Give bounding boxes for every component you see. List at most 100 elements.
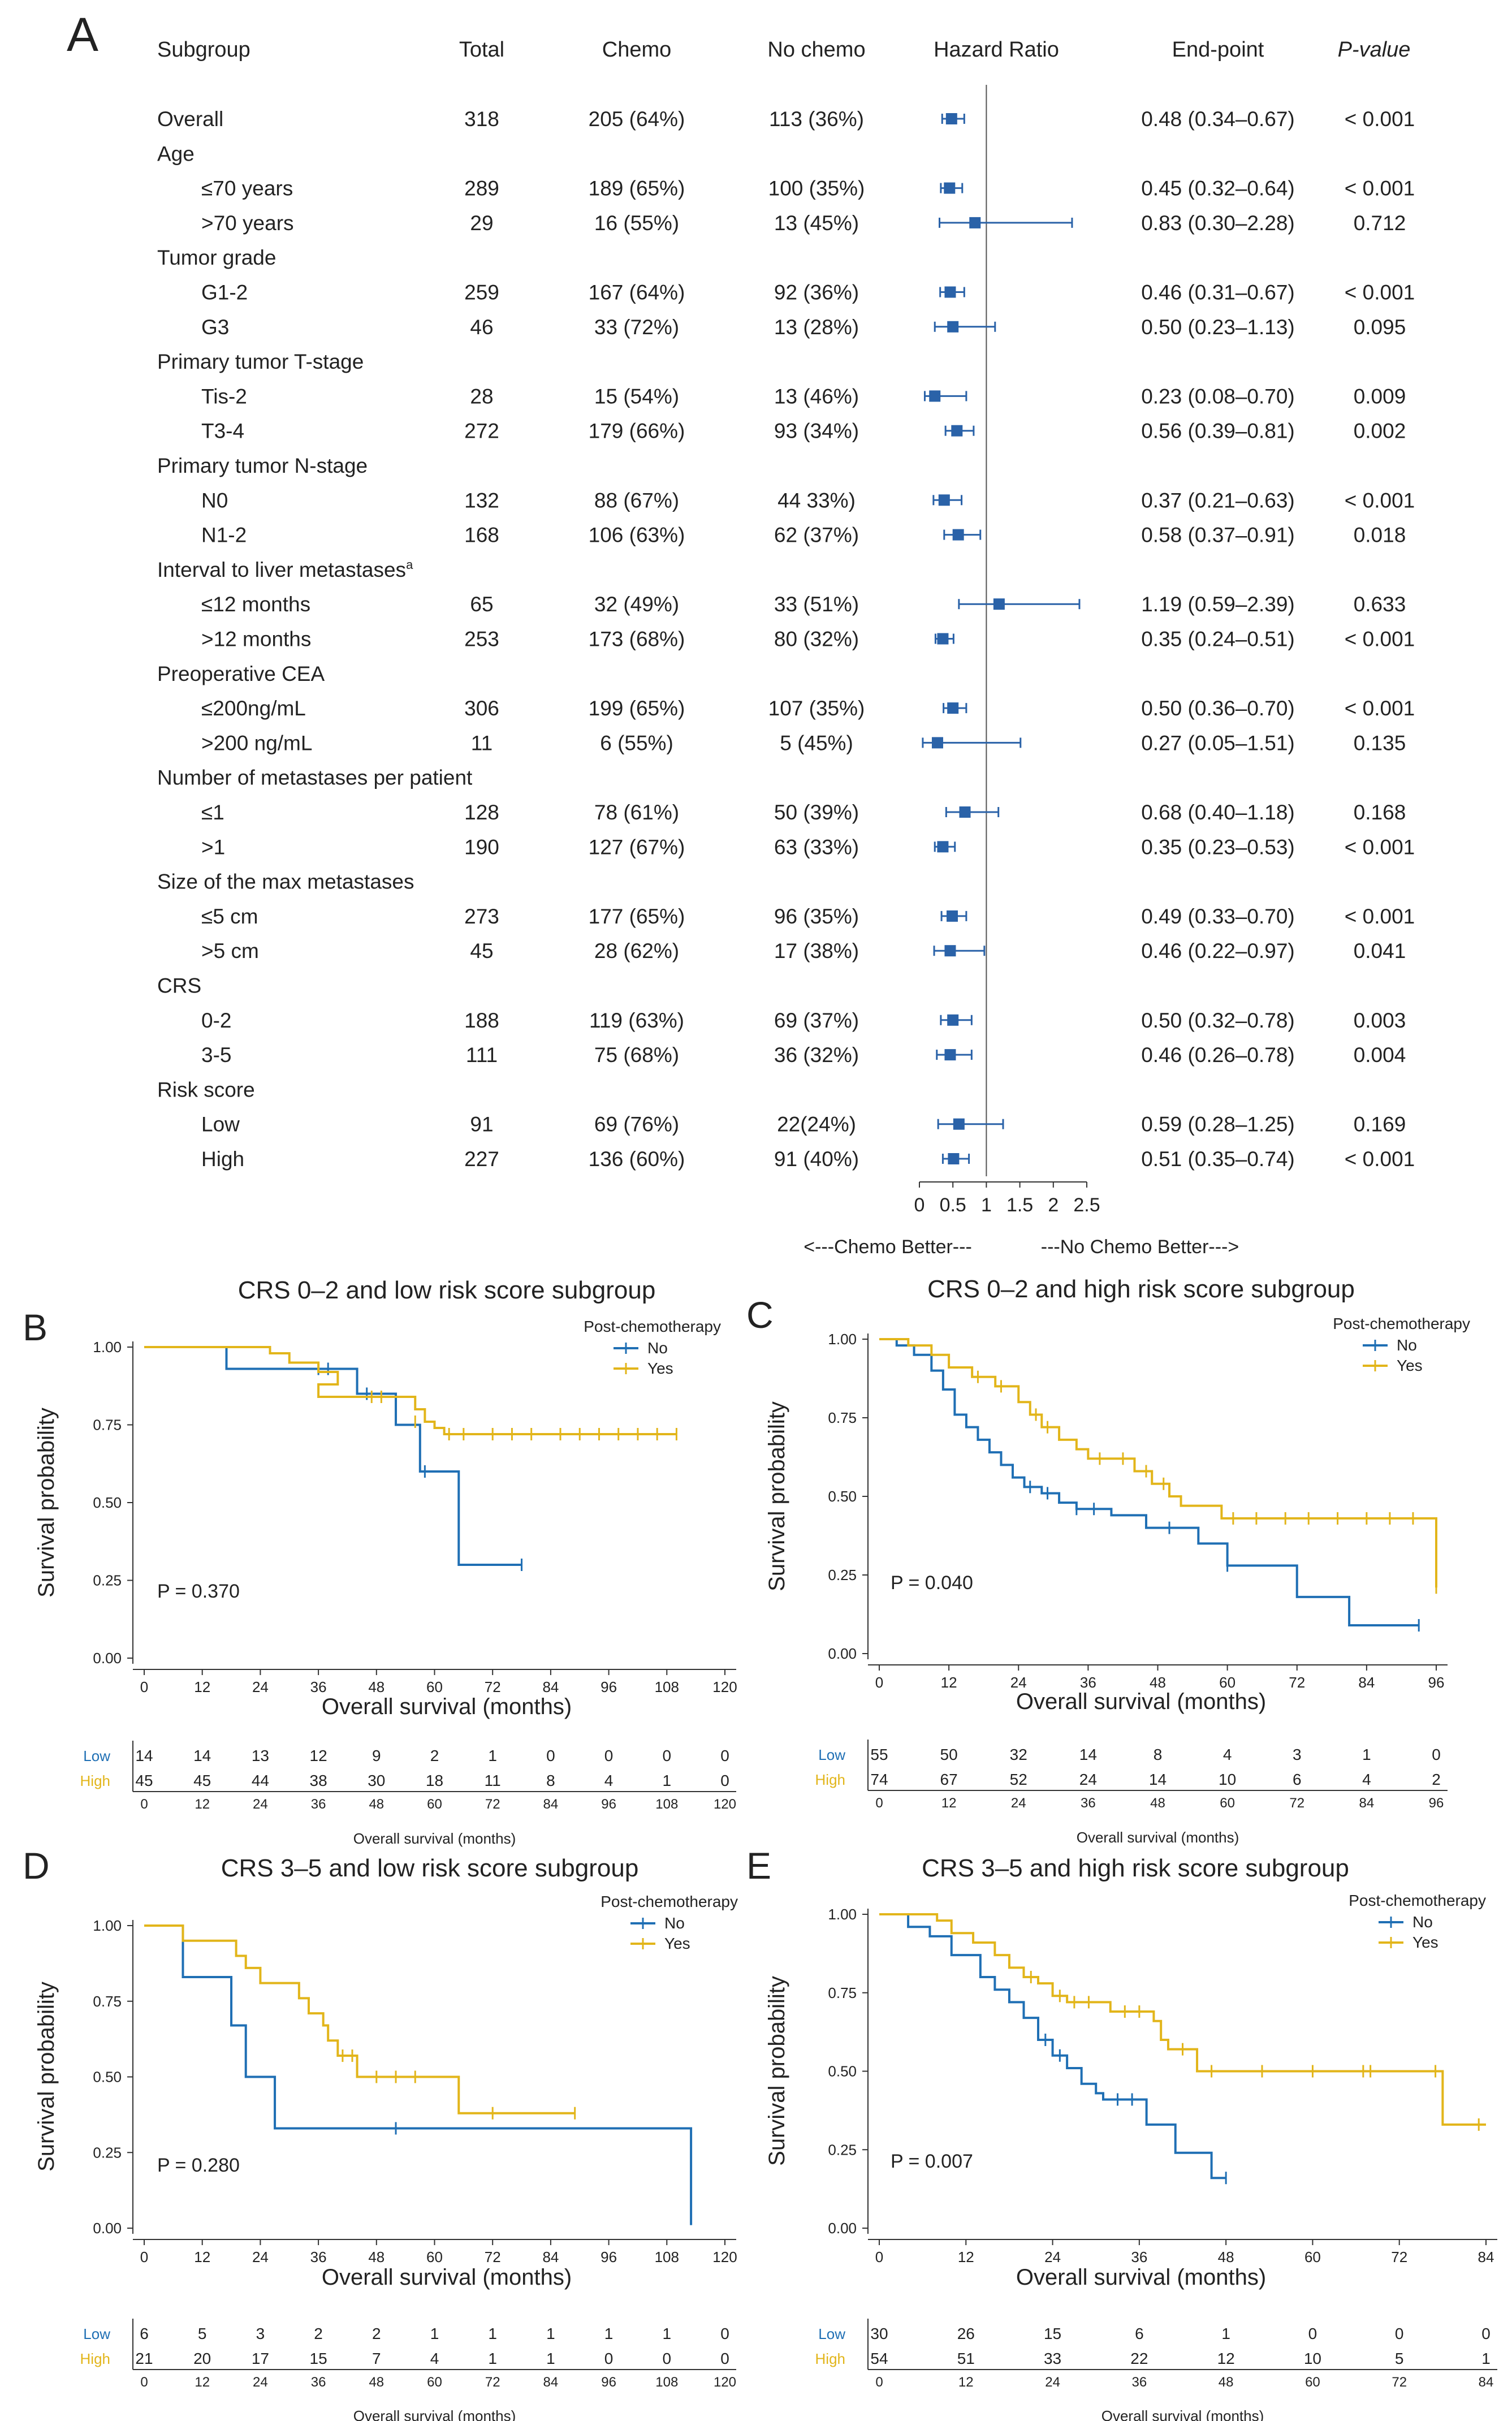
risk-x-tick-label: 0 xyxy=(875,1796,883,1811)
risk-value: 0 xyxy=(604,1747,614,1764)
row-label: Primary tumor T-stage xyxy=(157,350,364,373)
row-pvalue: < 0.001 xyxy=(1345,489,1415,512)
km-x-tick-label: 60 xyxy=(1304,2249,1321,2265)
row-ci: 0.45 (0.32–0.64) xyxy=(1141,177,1295,200)
hr-point xyxy=(969,217,981,228)
risk-value: 2 xyxy=(372,2325,381,2342)
risk-x-tick-label: 48 xyxy=(1219,2375,1234,2390)
km-x-tick-label: 60 xyxy=(1219,1674,1235,1691)
row-total: 273 xyxy=(464,905,499,928)
row-pvalue: 0.633 xyxy=(1354,593,1406,616)
risk-value: 18 xyxy=(426,1772,443,1789)
row-no-chemo: 13 (45%) xyxy=(774,212,859,235)
km-x-tick-label: 12 xyxy=(958,2249,974,2265)
risk-value: 20 xyxy=(193,2350,211,2367)
risk-value: 1 xyxy=(488,1747,497,1764)
km-x-tick-label: 72 xyxy=(1391,2249,1407,2265)
km-y-tick-label: 1.00 xyxy=(828,1906,857,1923)
risk-value: 0 xyxy=(663,2350,672,2367)
km-pvalue: P = 0.007 xyxy=(891,2151,973,2172)
risk-x-tick-label: 48 xyxy=(369,1797,384,1812)
risk-x-label: Overall survival (months) xyxy=(1101,2407,1264,2421)
row-label: CRS xyxy=(157,974,201,998)
row-ci: 0.59 (0.28–1.25) xyxy=(1141,1113,1295,1136)
risk-x-tick-label: 72 xyxy=(1392,2375,1407,2390)
hr-point xyxy=(959,806,971,818)
km-y-tick-label: 0.75 xyxy=(828,1409,857,1426)
km-y-tick-label: 1.00 xyxy=(93,1339,122,1356)
row-pvalue: 0.712 xyxy=(1354,212,1406,235)
hr-point xyxy=(947,321,959,333)
row-no-chemo: 36 (32%) xyxy=(774,1043,859,1067)
km-x-tick-label: 60 xyxy=(426,1678,443,1695)
risk-x-tick-label: 108 xyxy=(655,2375,678,2390)
km-x-tick-label: 36 xyxy=(310,1678,327,1695)
risk-x-tick-label: 12 xyxy=(958,2375,974,2390)
row-pvalue: < 0.001 xyxy=(1345,835,1415,858)
km-x-tick-label: 84 xyxy=(1478,2249,1494,2265)
risk-x-tick-label: 84 xyxy=(1359,1796,1375,1811)
row-pvalue: < 0.001 xyxy=(1345,1147,1415,1171)
km-x-tick-label: 120 xyxy=(712,1678,737,1695)
risk-value: 1 xyxy=(604,2325,614,2342)
km-panel-d: D CRS 3–5 and low risk score subgroup 0.00… xyxy=(23,1845,738,2421)
risk-value: 5 xyxy=(198,2325,207,2342)
row-no-chemo: 91 (40%) xyxy=(774,1147,859,1171)
km-curve-yes xyxy=(144,1924,575,2114)
km-x-tick-label: 0 xyxy=(875,2249,883,2265)
row-label: ≤12 months xyxy=(201,593,310,616)
row-label: >12 months xyxy=(201,628,311,651)
forest-x-tick-label: 1.5 xyxy=(1006,1194,1033,1216)
risk-value: 2 xyxy=(1432,1771,1441,1788)
risk-x-tick-label: 36 xyxy=(1132,2375,1147,2390)
km-y-tick-label: 0.00 xyxy=(93,2220,122,2237)
km-panel-b: B CRS 0–2 and low risk score subgroup 0.00… xyxy=(23,1276,737,1847)
legend-label: Yes xyxy=(664,1935,690,1952)
row-chemo: 33 (72%) xyxy=(594,316,679,339)
risk-value: 1 xyxy=(663,2325,672,2342)
header-pvalue: P-value xyxy=(1338,38,1411,62)
risk-value: 12 xyxy=(1217,2350,1235,2367)
row-label: >1 xyxy=(201,835,225,858)
row-chemo: 205 (64%) xyxy=(589,107,685,131)
hr-point xyxy=(993,598,1005,610)
risk-value: 2 xyxy=(430,1747,439,1764)
row-ci: 0.35 (0.24–0.51) xyxy=(1141,628,1295,651)
risk-value: 24 xyxy=(1079,1771,1097,1788)
forest-x-tick-label: 2 xyxy=(1048,1194,1059,1216)
risk-row-label: Low xyxy=(83,1747,110,1764)
row-total: 29 xyxy=(470,212,493,235)
row-label: Size of the max metastases xyxy=(157,870,414,894)
forest-x-tick-label: 0 xyxy=(914,1194,925,1216)
header-chemo: Chemo xyxy=(602,38,672,62)
row-total: 111 xyxy=(466,1043,498,1067)
risk-value: 55 xyxy=(870,1746,888,1763)
risk-x-tick-label: 96 xyxy=(601,1797,616,1812)
hr-point xyxy=(944,1049,956,1061)
km-x-tick-label: 96 xyxy=(601,2249,617,2265)
km-x-tick-label: 24 xyxy=(252,2249,269,2265)
risk-value: 4 xyxy=(1223,1746,1232,1763)
row-chemo: 75 (68%) xyxy=(594,1043,679,1067)
row-no-chemo: 33 (51%) xyxy=(774,593,859,616)
row-label: N0 xyxy=(201,489,228,512)
km-y-tick-label: 0.25 xyxy=(93,1572,122,1589)
row-label: High xyxy=(201,1147,244,1171)
footnote-marker: a xyxy=(406,558,413,572)
risk-value: 1 xyxy=(430,2325,439,2342)
km-y-tick-label: 0.00 xyxy=(828,1645,857,1662)
risk-x-tick-label: 60 xyxy=(427,1797,442,1812)
km-x-tick-label: 12 xyxy=(941,1674,957,1691)
risk-x-tick-label: 60 xyxy=(1220,1796,1235,1811)
forest-plot: A Subgroup Total Chemo No chemo Hazard Ratio E… xyxy=(67,8,1415,1258)
header-total: Total xyxy=(459,38,504,62)
km-y-tick-label: 0.25 xyxy=(828,2141,857,2158)
row-chemo: 78 (61%) xyxy=(594,801,679,824)
risk-x-tick-label: 60 xyxy=(1305,2375,1320,2390)
row-pvalue: 0.003 xyxy=(1354,1009,1406,1032)
row-total: 91 xyxy=(470,1113,493,1136)
row-chemo: 16 (55%) xyxy=(594,212,679,235)
panel-label-a: A xyxy=(67,8,98,61)
risk-value: 10 xyxy=(1219,1771,1236,1788)
risk-value: 26 xyxy=(957,2325,975,2342)
